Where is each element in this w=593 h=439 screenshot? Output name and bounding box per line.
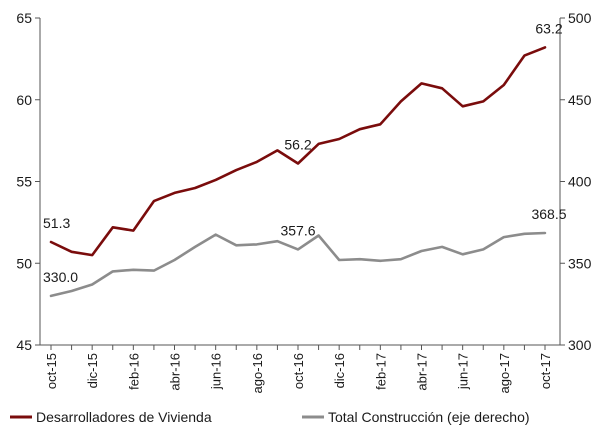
x-tick-label: ago-17 [497, 353, 512, 393]
x-tick-label: abr-16 [168, 353, 183, 391]
right-y-tick-label: 350 [568, 255, 592, 271]
left-y-tick-label: 55 [16, 174, 32, 190]
legend: Desarrolladores de Vivienda Total Constru… [10, 409, 530, 425]
left-y-tick-label: 60 [16, 92, 32, 108]
axes-layer: 45 50 55 60 65 300 350 400 450 500 oct-15 dic-15 feb… [16, 10, 591, 393]
x-tick-label: dic-15 [85, 353, 100, 388]
data-label: 368.5 [531, 206, 566, 222]
right-y-tick-label: 450 [568, 92, 592, 108]
right-y-tick-label: 300 [568, 337, 592, 353]
x-tick-label: ago-16 [250, 353, 265, 393]
series-layer [49, 46, 547, 298]
left-y-tick-label: 45 [16, 337, 32, 353]
right-y-tick-label: 400 [568, 174, 592, 190]
left-y-tick-label: 50 [16, 255, 32, 271]
left-y-tick-label: 65 [16, 10, 32, 26]
right-y-tick-label: 500 [568, 10, 592, 26]
x-tick-label: oct-16 [291, 353, 306, 389]
x-tick-label: jun-17 [456, 353, 471, 390]
x-tick-label: abr-17 [415, 353, 430, 391]
x-tick-label: feb-16 [126, 353, 141, 390]
x-tick-label: feb-17 [373, 353, 388, 390]
x-tick-label: oct-15 [44, 353, 59, 389]
data-label: 63.2 [535, 20, 562, 36]
data-labels-layer: 51.3 56.2 63.2 330.0 357.6 368.5 [43, 20, 567, 285]
x-tick-label: jun-16 [209, 353, 224, 390]
legend-label: Total Construcción (eje derecho) [328, 409, 530, 425]
data-label: 56.2 [284, 137, 311, 153]
x-tick-label: oct-17 [538, 353, 553, 389]
legend-label: Desarrolladores de Vivienda [36, 409, 212, 425]
x-tick-label: dic-16 [332, 353, 347, 388]
series-line-desarrolladores [49, 46, 547, 257]
series-line-total-construccion [49, 231, 547, 298]
data-label: 330.0 [43, 269, 78, 285]
data-label: 51.3 [43, 215, 70, 231]
data-label: 357.6 [280, 222, 315, 238]
